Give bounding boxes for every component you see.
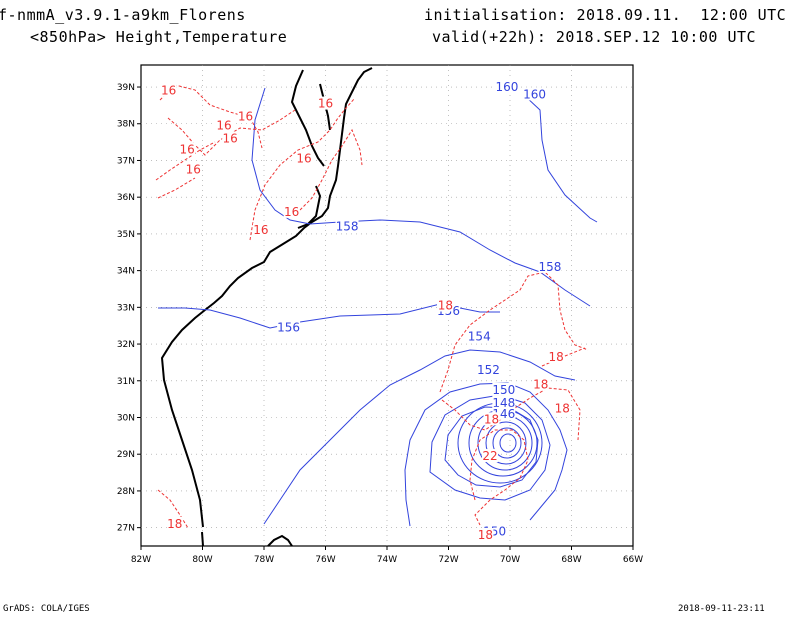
temperature-contour-label-bg <box>252 223 269 237</box>
height-contour-label-bg <box>476 362 500 376</box>
height-contour-label-bg <box>467 329 491 343</box>
temperature-contour-label-bg <box>222 131 239 145</box>
temperature-contour-label-bg <box>185 162 202 176</box>
lat-tick-label: 35N <box>117 230 135 240</box>
temperature-contour-label-bg <box>482 449 499 463</box>
temperature-contour-label: 16 <box>296 152 311 166</box>
lat-tick-label: 37N <box>117 156 135 166</box>
height-contour-label: 158 <box>539 260 562 274</box>
temperature-contour-label: 16 <box>238 109 253 123</box>
temperature-contour-label-bg <box>548 349 565 363</box>
height-contour-label: 160 <box>523 87 546 101</box>
temperature-contour-label: 16 <box>284 205 299 219</box>
lat-tick-label: 38N <box>117 120 135 130</box>
lat-tick-label: 30N <box>117 413 135 423</box>
temperature-contour-label: 18 <box>167 517 182 531</box>
lat-tick-label: 31N <box>117 377 135 387</box>
axis-tick-labels: 82W 80W 78W 76W 74W 72W 70W 68W 66W 27N 28N 29N 30N 3… <box>117 83 643 565</box>
temperature-contour-label-bg <box>437 298 454 312</box>
lon-tick-label: 80W <box>192 555 212 565</box>
lat-tick-label: 36N <box>117 193 135 203</box>
temperature-contour-label-bg <box>317 96 334 110</box>
height-contour-label: 148 <box>492 396 515 410</box>
temperature-contour-label-bg <box>216 118 233 132</box>
temperature-contour-label: 18 <box>438 299 453 313</box>
coastline <box>160 67 373 547</box>
height-contour-label: 160 <box>495 80 518 94</box>
temperature-contour-label-bg <box>295 151 312 165</box>
map-grid <box>141 65 633 546</box>
height-contour-label: 154 <box>468 330 491 344</box>
temperature-contour-label-bg <box>554 401 571 415</box>
height-contour-label-bg <box>538 259 562 273</box>
lon-tick-label: 66W <box>623 555 643 565</box>
lat-tick-label: 39N <box>117 83 135 93</box>
lat-tick-label: 28N <box>117 487 135 497</box>
temperature-contour-label: 16 <box>253 223 268 237</box>
credit-label: GrADS: COLA/IGES <box>3 604 90 614</box>
temperature-contour-label: 16 <box>223 131 238 145</box>
lat-tick-label: 33N <box>117 303 135 313</box>
temperature-contour-label: 22 <box>482 449 497 463</box>
height-contours <box>158 87 598 527</box>
temperature-contour-label: 18 <box>555 401 570 415</box>
height-contour-label: 158 <box>336 220 359 234</box>
height-contour-label-bg <box>492 382 516 396</box>
lat-tick-label: 34N <box>117 267 135 277</box>
lon-tick-label: 70W <box>500 555 520 565</box>
temperature-contour-label: 18 <box>548 350 563 364</box>
height-contour-label-bg <box>495 80 519 94</box>
field-title: <850hPa> Height,Temperature <box>30 28 288 46</box>
timestamp-label: 2018-09-11-23:11 <box>678 604 765 614</box>
temperature-contour-label-bg <box>532 377 549 391</box>
height-contour-label: 156 <box>277 321 300 335</box>
lat-tick-label: 29N <box>117 450 135 460</box>
temperature-contour-label: 18 <box>484 412 499 426</box>
lat-tick-label: 27N <box>117 524 135 534</box>
lon-tick-label: 82W <box>131 555 151 565</box>
height-contour-label: 152 <box>477 363 500 377</box>
temperature-contour-label: 16 <box>318 97 333 111</box>
temperature-contour-label-bg <box>160 83 177 97</box>
lon-tick-label: 74W <box>377 555 397 565</box>
temperature-contour-label-bg <box>477 527 494 541</box>
valid-time: valid(+22h): 2018.SEP.12 10:00 UTC <box>432 28 757 46</box>
height-contour-label-bg <box>523 87 547 101</box>
lon-tick-label: 76W <box>315 555 335 565</box>
height-contour-label: 150 <box>492 383 515 397</box>
temperature-contour-label-bg <box>237 109 254 123</box>
temperature-contour-label: 16 <box>161 84 176 98</box>
temperature-contour-label: 16 <box>179 142 194 156</box>
temperature-contour-label-bg <box>283 204 300 218</box>
height-contour-label-bg <box>335 219 359 233</box>
temperature-contour-label: 18 <box>478 528 493 542</box>
init-time: initialisation: 2018.09.11. 12:00 UTC <box>424 6 787 24</box>
temperature-contour-label: 16 <box>186 163 201 177</box>
lon-tick-label: 72W <box>438 555 458 565</box>
temperature-contour-label-bg <box>179 142 196 156</box>
temperature-contours <box>155 84 589 529</box>
lon-tick-label: 68W <box>561 555 581 565</box>
temperature-contour-label: 16 <box>216 119 231 133</box>
height-contour-label-bg <box>277 320 301 334</box>
temperature-contour-label: 18 <box>533 377 548 391</box>
lat-tick-label: 32N <box>117 340 135 350</box>
model-title: f-nmmA_v3.9.1-a9km_Florens <box>0 6 246 24</box>
height-contour-label-bg <box>492 395 516 409</box>
lon-tick-label: 78W <box>254 555 274 565</box>
temperature-contour-label-bg <box>483 412 500 426</box>
temperature-contour-label-bg <box>166 516 183 530</box>
